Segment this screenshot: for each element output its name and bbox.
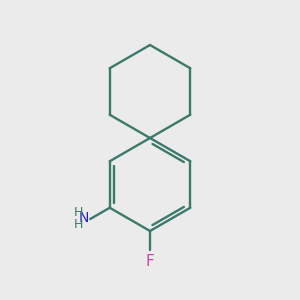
Text: H: H [74, 218, 83, 231]
Text: F: F [146, 254, 154, 268]
Text: H: H [74, 206, 83, 220]
Text: N: N [78, 212, 89, 225]
